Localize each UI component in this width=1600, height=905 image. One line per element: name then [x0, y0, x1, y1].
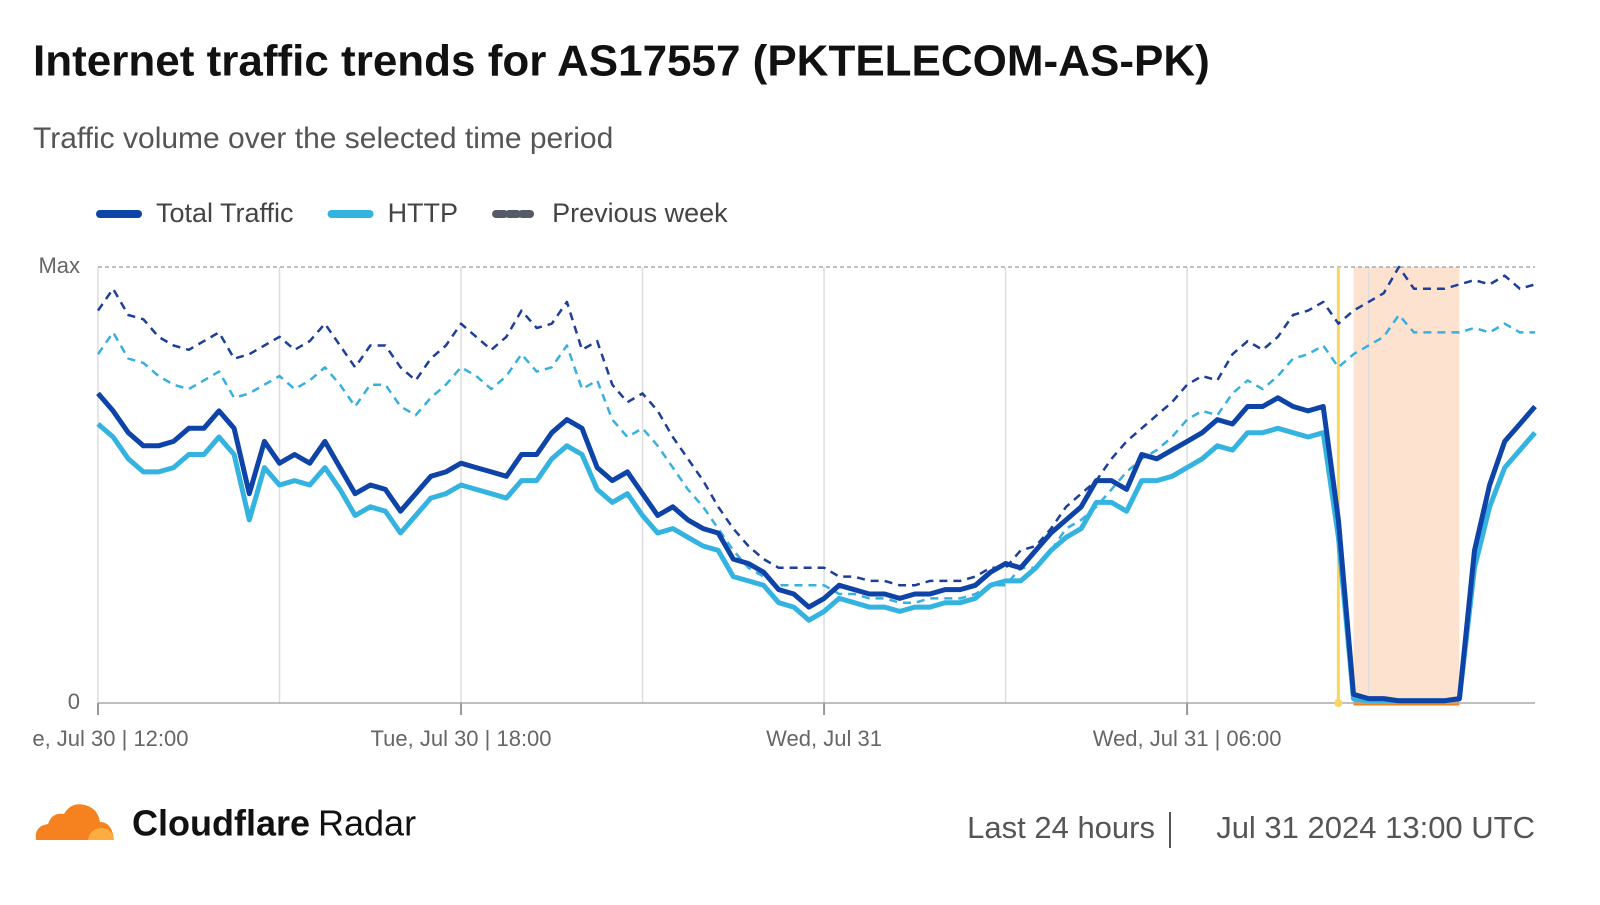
x-tick-label: Tue, Jul 30 | 18:00 — [371, 726, 552, 751]
y-tick-label: Max — [38, 253, 80, 278]
x-axis-labels: Tue, Jul 30 | 12:00 Tue, Jul 30 | 18:00 We… — [7, 726, 1282, 751]
y-tick-label: 0 — [68, 689, 80, 714]
series-line — [96, 391, 1537, 704]
legend-label: HTTP — [388, 198, 459, 228]
chart-subtitle: Traffic volume over the selected time pe… — [33, 122, 613, 155]
chart-title: Internet traffic trends for AS17557 (PKT… — [33, 37, 1210, 86]
x-tick-label: Wed, Jul 31 — [766, 726, 882, 751]
legend-label: Previous week — [552, 198, 728, 228]
period: Last 24 hours — [967, 810, 1155, 845]
legend-label: Total Traffic — [156, 198, 294, 228]
series-line — [96, 422, 1537, 704]
highlight-band — [1353, 267, 1460, 703]
logo-cloud-small — [88, 828, 114, 840]
x-tick-label: Tue, Jul 30 | 12:00 — [7, 726, 188, 751]
timestamp: Jul 31 2024 13:00 UTC — [1216, 810, 1535, 845]
marker-dot — [1334, 699, 1343, 707]
previous-week-line — [96, 265, 1536, 587]
product: Radar — [318, 803, 416, 844]
logo — [35, 804, 114, 840]
x-tick-label: Wed, Jul 31 | 06:00 — [1093, 726, 1282, 751]
brand: Cloudflare — [132, 803, 310, 844]
